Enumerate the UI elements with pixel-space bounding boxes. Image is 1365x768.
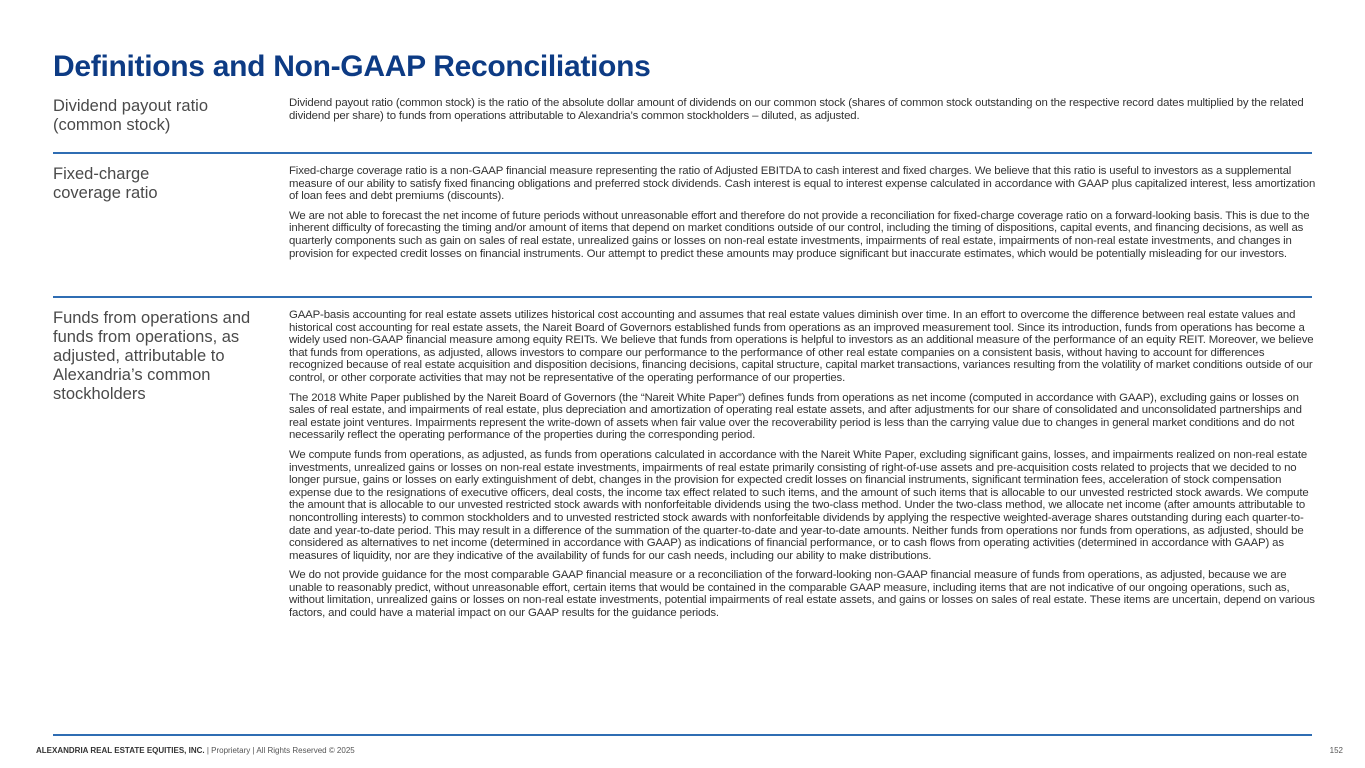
section-dividend-payout-ratio: Dividend payout ratio (common stock) Div… [53,97,1312,153]
paragraph: We compute funds from operations, as adj… [289,448,1309,562]
paragraph: The 2018 White Paper published by the Na… [289,391,1302,442]
footer-rights: | Proprietary | All Rights Reserved © 20… [204,746,355,755]
footer: ALEXANDRIA REAL ESTATE EQUITIES, INC. | … [36,746,355,755]
section-funds-from-operations: Funds from operations and funds from ope… [53,309,1315,729]
paragraph: We are not able to forecast the net inco… [289,209,1310,260]
section-label: Dividend payout ratio (common stock) [53,97,209,134]
section-body: GAAP-basis accounting for real estate as… [289,309,1317,627]
section-label: Funds from operations and funds from ope… [53,309,251,403]
section-fixed-charge-coverage-ratio: Fixed-charge coverage ratio Fixed-charge… [53,165,1315,295]
page-title: Definitions and Non-GAAP Reconciliations [53,50,651,83]
divider [53,734,1312,736]
divider [53,296,1312,298]
paragraph: Dividend payout ratio (common stock) is … [289,97,1304,122]
paragraph: We do not provide guidance for the most … [289,569,1315,620]
footer-company: ALEXANDRIA REAL ESTATE EQUITIES, INC. [36,746,205,755]
divider [53,152,1312,154]
paragraph: GAAP-basis accounting for real estate as… [289,309,1314,384]
section-body: Fixed-charge coverage ratio is a non-GAA… [289,165,1317,267]
page-number: 152 [1329,746,1343,755]
section-label: Fixed-charge coverage ratio [53,165,158,202]
paragraph: Fixed-charge coverage ratio is a non-GAA… [289,165,1316,203]
section-body: Dividend payout ratio (common stock) is … [289,97,1317,129]
